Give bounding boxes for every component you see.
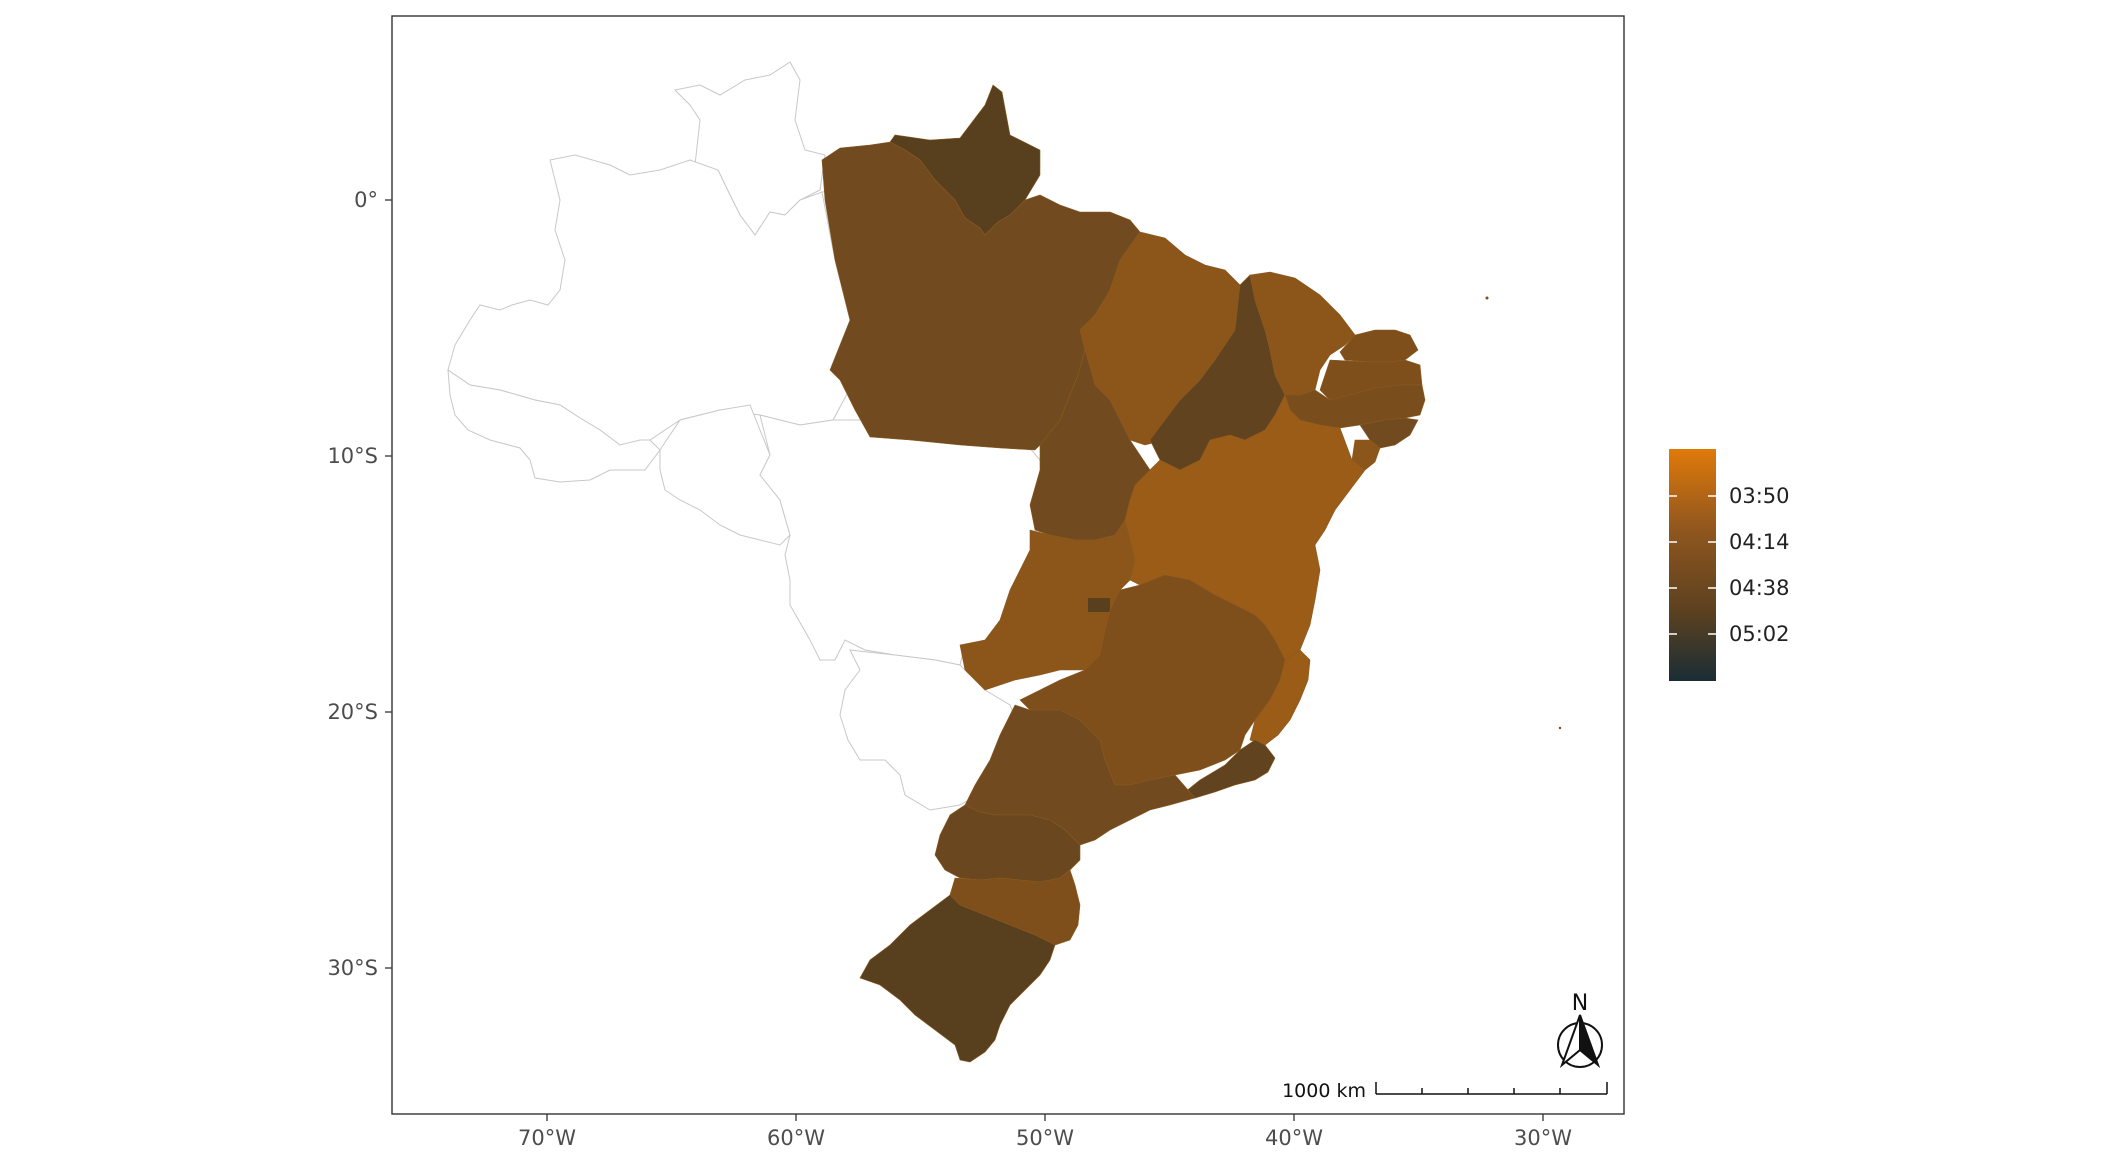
panel-border [391, 15, 1625, 1115]
y-tick-label: 10°S [327, 444, 378, 468]
x-tick-label: 50°W [1016, 1126, 1074, 1150]
legend-label: 03:50 [1729, 484, 1790, 508]
x-tick-label: 60°W [767, 1126, 825, 1150]
x-tick-label: 30°W [1514, 1126, 1572, 1150]
state-ceara [1249, 271, 1356, 396]
legend-label: 05:02 [1729, 622, 1790, 646]
state-acre [447, 368, 661, 483]
x-tick-label: 70°W [518, 1126, 576, 1150]
state-rio-de-janeiro [1184, 739, 1276, 799]
island-trindade [1558, 726, 1562, 730]
legend-label: 04:38 [1729, 576, 1790, 600]
state-rondonia [659, 404, 791, 546]
scale-bar-label: 1000 km [1282, 1080, 1366, 1102]
y-tick-label: 0° [354, 188, 378, 212]
y-tick-label: 30°S [327, 956, 378, 980]
state-espirito-santo [1249, 649, 1311, 746]
x-axis: 70°W 60°W 50°W 40°W 30°W [518, 1114, 1572, 1150]
island-fernando-de-noronha [1485, 296, 1489, 300]
north-arrow: N [1557, 991, 1603, 1069]
y-tick-label: 20°S [327, 700, 378, 724]
legend: 03:50 04:14 04:38 05:02 [1669, 449, 1790, 681]
scale-bar: 1000 km [1282, 1080, 1608, 1102]
north-arrow-label: N [1572, 991, 1588, 1016]
x-tick-label: 40°W [1265, 1126, 1323, 1150]
state-rio-grande-do-sul [859, 894, 1056, 1063]
north-arrow-left-icon [1559, 1014, 1581, 1069]
legend-colorbar [1669, 449, 1716, 681]
legend-label: 04:14 [1729, 530, 1790, 554]
state-distrito-federal [1088, 598, 1110, 612]
state-bahia [1124, 394, 1366, 661]
y-axis: 0° 10°S 20°S 30°S [327, 188, 392, 980]
state-mato-grosso-do-sul [839, 649, 1021, 811]
north-arrow-right-icon [1579, 1014, 1601, 1069]
filled-states [821, 84, 1562, 1063]
